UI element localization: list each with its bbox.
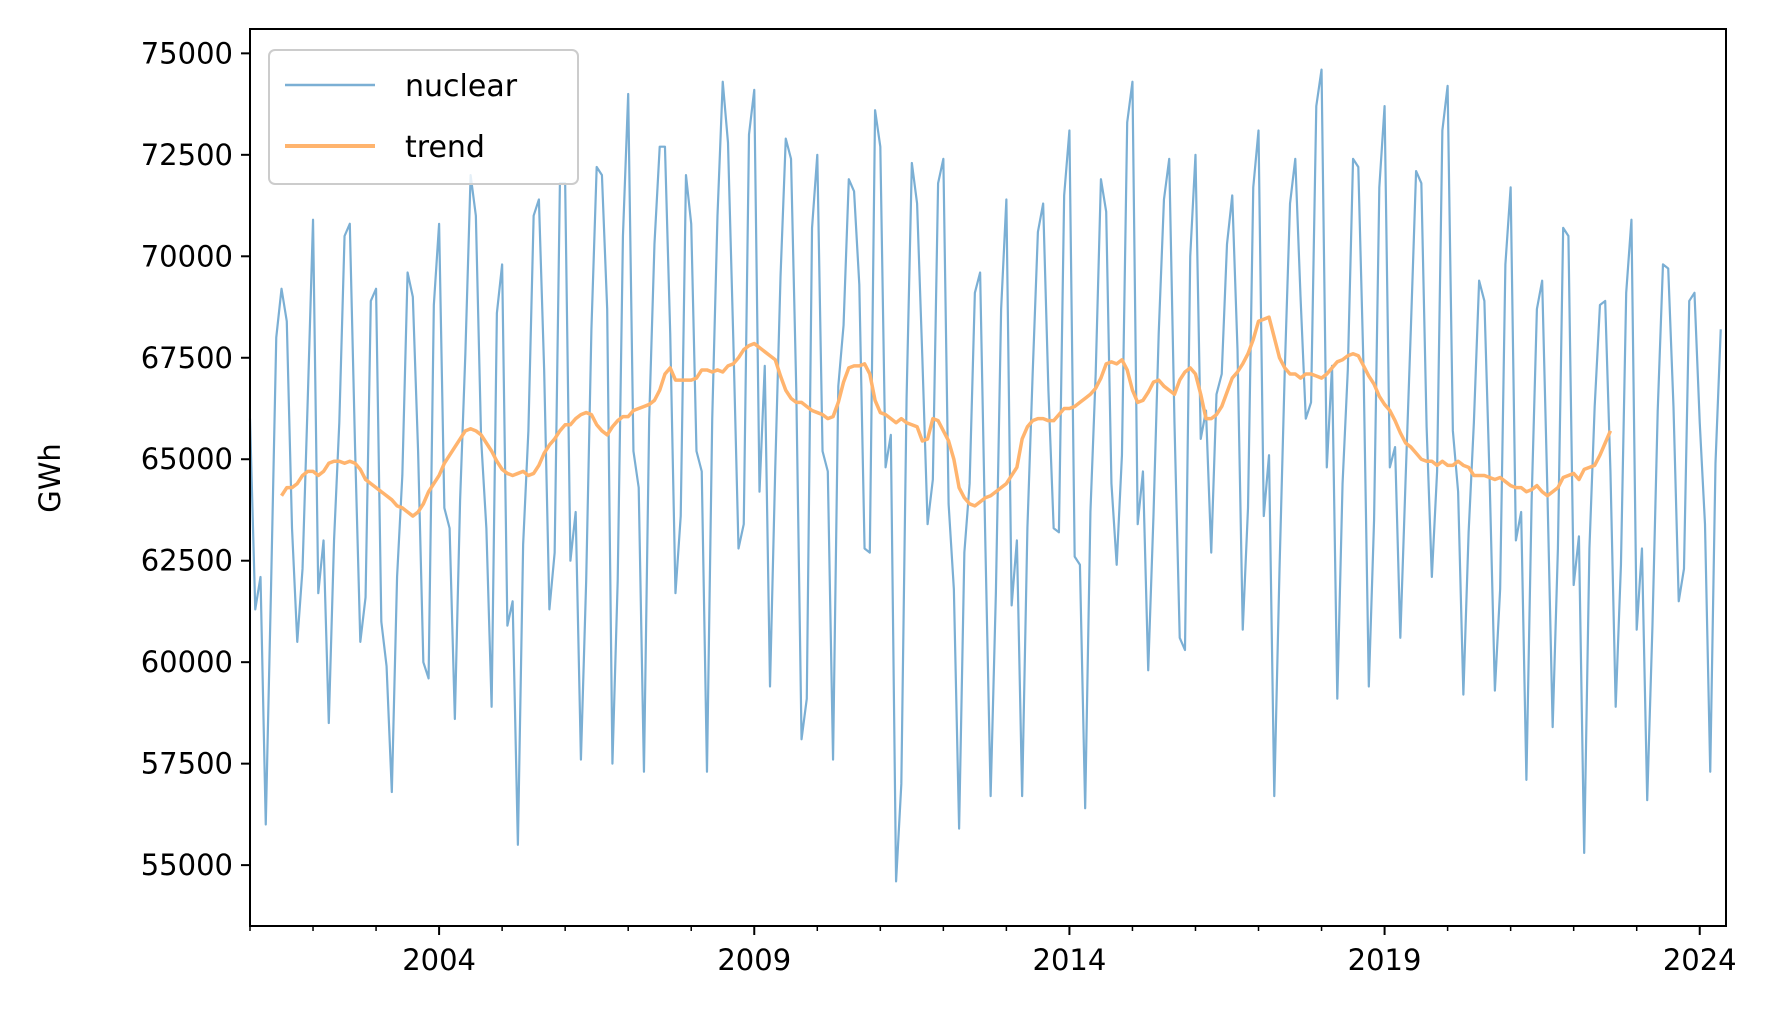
y-tick-label: 57500 [141, 747, 233, 781]
x-tick-label: 2024 [1663, 943, 1737, 977]
legend: nuclear trend [268, 49, 579, 185]
series-trend-line [280, 315, 1613, 518]
x-axis: 2004 2009 2014 2019 2024 [249, 926, 1737, 977]
series-layer [248, 68, 1722, 883]
y-tick-label: 70000 [141, 239, 233, 273]
x-tick-label: 2004 [402, 943, 476, 977]
legend-nuclear-label: nuclear [405, 69, 518, 104]
y-axis: 55000 57500 60000 62500 65000 67500 70000 72500… [141, 36, 250, 882]
y-tick-label: 65000 [141, 442, 233, 476]
legend-trend-label: trend [405, 130, 485, 165]
y-tick-label: 55000 [141, 848, 233, 882]
x-tick-label: 2009 [717, 943, 791, 977]
y-tick-label: 60000 [141, 645, 233, 679]
x-tick-label: 2019 [1348, 943, 1422, 977]
y-axis-label: GWh [33, 443, 67, 513]
series-nuclear-line [248, 68, 1722, 883]
y-tick-label: 72500 [141, 138, 233, 172]
y-tick-label: 75000 [141, 36, 233, 70]
y-tick-label: 67500 [141, 341, 233, 375]
plot-frame [249, 28, 1727, 927]
x-tick-label: 2014 [1033, 943, 1107, 977]
y-tick-label: 62500 [141, 544, 233, 578]
legend-box [268, 49, 579, 185]
